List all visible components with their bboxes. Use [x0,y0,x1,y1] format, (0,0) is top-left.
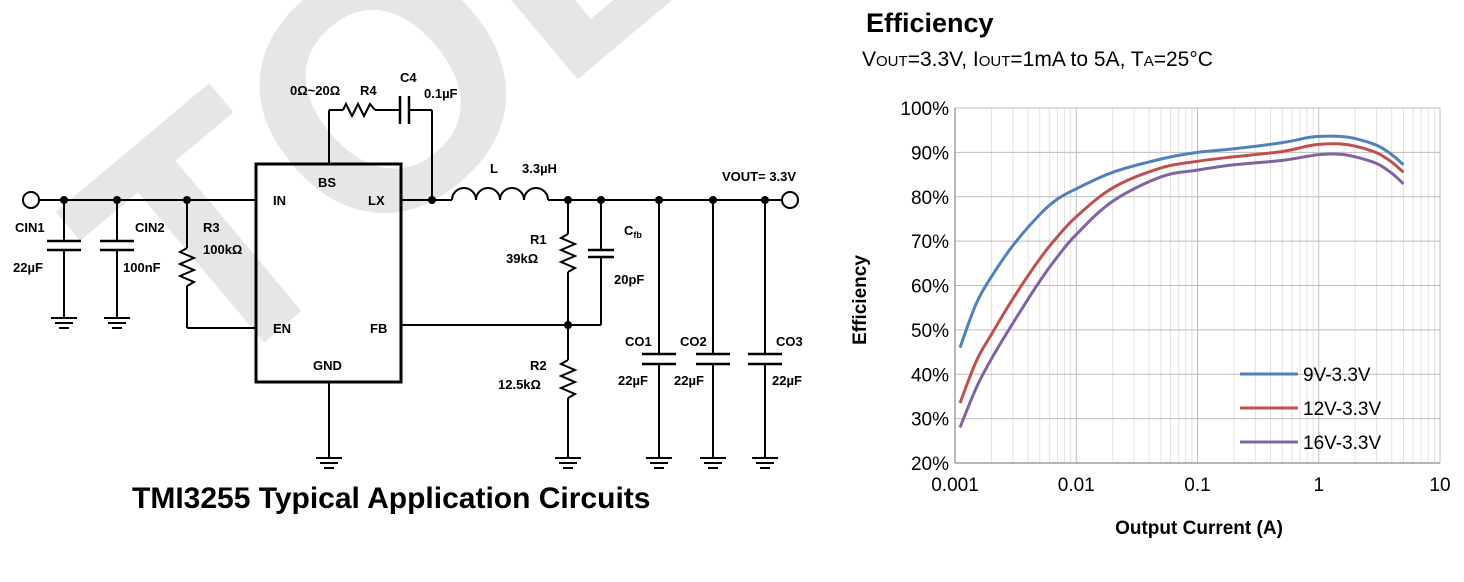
chart-series [958,134,1405,429]
legend-label: 12V-3.3V [1303,399,1381,420]
vout-label: VOUT= 3.3V [722,169,796,184]
l-name: L [490,161,498,176]
pin-fb-label: FB [370,321,387,336]
cfb-name: Cfb [624,223,642,240]
circuit-title: TMI3255 Typical Application Circuits [132,482,650,515]
y-tick-label: 70% [911,232,949,253]
chart-grid [954,107,1441,464]
pin-gnd-label: GND [313,358,342,373]
cin2-value: 100nF [123,260,161,275]
ground-symbols [51,317,778,469]
y-axis-label: Efficiency [850,255,871,345]
pin-en-label: EN [273,321,291,336]
r4-name: R4 [360,83,377,98]
x-axis-label: Output Current (A) [1115,518,1283,539]
series-line-12V-3.3V [958,142,1405,404]
co2-name: CO2 [680,334,707,349]
cin1-name: CIN1 [15,220,45,235]
c4-value: 0.1µF [424,86,458,101]
legend-label: 9V-3.3V [1303,365,1371,386]
y-tick-label: 40% [911,365,949,386]
y-tick-labels: 20% 30% 40% 50% 60% 70% 80% 90% 100% [900,99,949,475]
r3-name: R3 [203,220,220,235]
series-line-16V-3.3V [958,152,1405,429]
co1-value: 22µF [618,373,648,388]
pin-lx-label: LX [368,193,385,208]
r4-value: 0Ω~20Ω [290,83,340,98]
co2-value: 22µF [674,373,704,388]
schematic-labels: IN BS LX EN FB GND CIN1 22µF CIN2 100nF … [13,70,803,392]
x-tick-label: 10 [1429,475,1450,496]
r3-value: 100kΩ [203,242,242,257]
series-line-9V-3.3V [958,134,1405,349]
r2-value: 12.5kΩ [498,377,541,392]
l-value: 3.3µH [522,161,557,176]
cfb-value: 20pF [614,272,644,287]
cin2-name: CIN2 [135,220,165,235]
x-tick-label: 0.001 [931,475,979,496]
pin-bs-label: BS [318,175,336,190]
x-tick-label: 0.01 [1058,475,1095,496]
y-tick-label: 60% [911,277,949,298]
chart-legend: 9V-3.3V 12V-3.3V 16V-3.3V [1240,365,1381,454]
pin-in-label: IN [273,193,286,208]
schematic [22,96,799,469]
cin1-value: 22µF [13,260,43,275]
y-tick-label: 90% [911,143,949,164]
r2-name: R2 [530,358,547,373]
y-tick-label: 50% [911,321,949,342]
chart-title: Efficiency [866,8,994,38]
c4-name: C4 [400,70,417,85]
x-tick-labels: 0.001 0.01 0.1 1 10 [931,475,1450,496]
co1-name: CO1 [625,334,652,349]
junction-dots [60,196,769,329]
x-tick-label: 1 [1313,475,1324,496]
vout-terminal [781,191,799,209]
chart-subtitle: VOUT=3.3V, IOUT=1mA to 5A, TA=25°C [862,48,1213,71]
co3-name: CO3 [776,334,803,349]
y-tick-label: 20% [911,454,949,475]
vin-terminal [22,191,40,209]
y-tick-label: 100% [900,99,949,120]
y-tick-label: 80% [911,188,949,209]
r1-name: R1 [530,232,547,247]
co3-value: 22µF [772,373,802,388]
x-tick-label: 0.1 [1184,475,1210,496]
y-tick-label: 30% [911,410,949,431]
legend-label: 16V-3.3V [1303,433,1381,454]
efficiency-chart: Efficiency VOUT=3.3V, IOUT=1mA to 5A, TA… [850,8,1451,539]
r1-value: 39kΩ [506,251,538,266]
